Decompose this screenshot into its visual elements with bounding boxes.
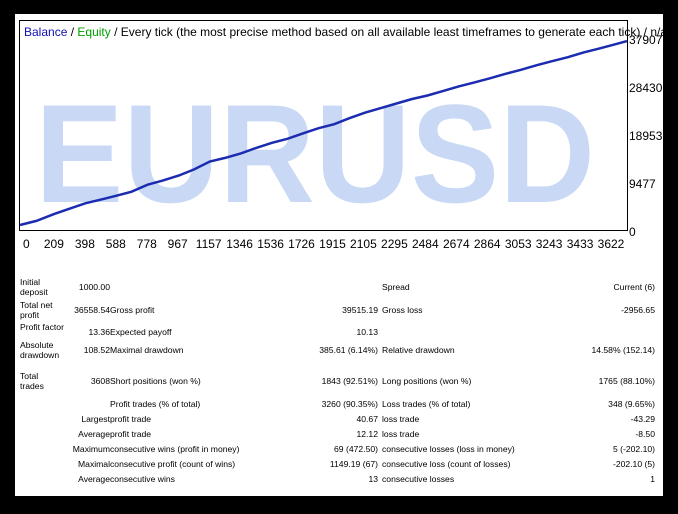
stats-cell-c2: 108.52 (83, 345, 110, 355)
stats-cell-c4: 40.67 (356, 414, 378, 424)
stats-cell-c4: 12.12 (356, 429, 378, 439)
y-tick-label: 0 (629, 225, 636, 239)
stats-cell-c2: Average (78, 474, 110, 484)
stats-cell-c2: 3608 (90, 376, 110, 386)
legend-equity: Equity (77, 25, 110, 39)
stats-cell-c4: 39515.19 (342, 305, 378, 315)
stats-cell-c6: -8.50 (635, 429, 655, 439)
x-tick-label: 778 (137, 237, 157, 251)
stats-cell-c4: 385.61 (6.14%) (319, 345, 378, 355)
stats-cell-c6: 348 (9.65%) (608, 399, 655, 409)
stats-cell-c2: Maximal (78, 459, 110, 469)
stats-cell-c2: Largest (81, 414, 110, 424)
legend-balance: Balance (24, 25, 68, 39)
x-tick-label: 3053 (505, 237, 532, 251)
x-tick-label: 209 (44, 237, 64, 251)
stats-cell-c4: 13 (368, 474, 378, 484)
stats-cell-c2: 1000.00 (78, 282, 110, 292)
y-tick-label: 37907 (629, 33, 663, 47)
legend-description: Every tick (the most precise method base… (121, 25, 663, 39)
stats-cell-c5: Loss trades (% of total) (382, 399, 471, 409)
x-tick-label: 2105 (350, 237, 377, 251)
stats-cell-c6: 5 (-202.10) (612, 444, 655, 454)
stats-cell-c2: 36558.54 (74, 305, 110, 315)
stats-cell-c3: Profit trades (% of total) (110, 399, 201, 409)
stats-cell-c5: Relative drawdown (382, 345, 455, 355)
x-tick-label: 0 (23, 237, 30, 251)
x-tick-label: 3243 (536, 237, 563, 251)
stats-cell-c3: profit trade (110, 414, 152, 424)
stats-cell-c3: consecutive profit (count of wins) (110, 459, 236, 469)
stats-cell-c5: loss trade (382, 429, 420, 439)
stats-cell-c3: consecutive wins (profit in money) (110, 444, 240, 454)
stats-cell-c2: Maximum (72, 444, 110, 454)
stats-cell-c1: Profit factor (20, 322, 64, 332)
y-tick-label: 9477 (629, 177, 656, 191)
stats-cell-c3: Short positions (won %) (110, 376, 201, 386)
y-tick-label: 28430 (629, 81, 663, 95)
stats-cell-c2: Average (78, 429, 110, 439)
stats-cell-c5: Spread (382, 282, 410, 292)
stats-cell-c3: Gross profit (110, 305, 155, 315)
x-tick-label: 967 (168, 237, 188, 251)
x-tick-label: 398 (75, 237, 95, 251)
report-panel: EURUSD Balance / Equity / Every tick (th… (15, 14, 663, 496)
stats-cell-c4: 10.13 (356, 327, 378, 337)
x-tick-label: 1726 (288, 237, 315, 251)
x-tick-label: 1536 (257, 237, 284, 251)
x-tick-label: 2864 (474, 237, 501, 251)
stats-cell-c3: profit trade (110, 429, 152, 439)
stats-cell-c6: -202.10 (5) (612, 459, 655, 469)
stats-cell-c4: 1149.19 (67) (329, 459, 378, 469)
stats-cell-c3: Maximal drawdown (110, 345, 184, 355)
stats-cell-c5: consecutive loss (count of losses) (382, 459, 511, 469)
stats-cell-c6: Current (6) (613, 282, 655, 292)
x-tick-label: 2295 (381, 237, 408, 251)
watermark-text: EURUSD (35, 75, 595, 232)
x-tick-label: 588 (106, 237, 126, 251)
stats-cell-c2: 13.36 (88, 327, 110, 337)
stats-cell-c1: Initial deposit (20, 277, 48, 297)
legend-separator: / (111, 25, 121, 39)
legend-separator: / (67, 25, 77, 39)
stats-cell-c1: Absolute drawdown (20, 340, 60, 360)
stats-cell-c1: Total trades (20, 371, 44, 391)
balance-series-line (19, 39, 628, 227)
y-tick-label: 18953 (629, 129, 663, 143)
x-tick-label: 3433 (567, 237, 594, 251)
x-tick-label: 2484 (412, 237, 439, 251)
stats-cell-c3: consecutive wins (110, 474, 175, 484)
equity-chart: EURUSD Balance / Equity / Every tick (th… (19, 20, 663, 251)
stats-cell-c5: Long positions (won %) (382, 376, 472, 386)
legend-line: Balance / Equity / Every tick (the most … (24, 25, 663, 39)
stats-cell-c5: consecutive losses (loss in money) (382, 444, 515, 454)
x-tick-label: 2674 (443, 237, 470, 251)
stats-cell-c5: loss trade (382, 414, 420, 424)
stats-cell-c1: Total net profit (20, 300, 53, 320)
stats-cell-c6: 14.58% (152.14) (591, 345, 655, 355)
stats-cell-c3: Expected payoff (110, 327, 172, 337)
stats-cell-c4: 3260 (90.35%) (321, 399, 378, 409)
x-tick-label: 1915 (319, 237, 346, 251)
stats-cell-c4: 69 (472.50) (334, 444, 378, 454)
x-tick-label: 3622 (598, 237, 625, 251)
x-tick-label: 1157 (196, 237, 222, 251)
stats-cell-c5: consecutive losses (382, 474, 455, 484)
x-tick-label: 1346 (226, 237, 253, 251)
stats-cell-c6: -43.29 (630, 414, 655, 424)
stats-cell-c6: 1 (650, 474, 655, 484)
stats-cell-c4: 1843 (92.51%) (321, 376, 378, 386)
stats-cell-c6: 1765 (88.10%) (598, 376, 655, 386)
stats-cell-c5: Gross loss (382, 305, 423, 315)
stats-cell-c6: -2956.65 (621, 305, 655, 315)
